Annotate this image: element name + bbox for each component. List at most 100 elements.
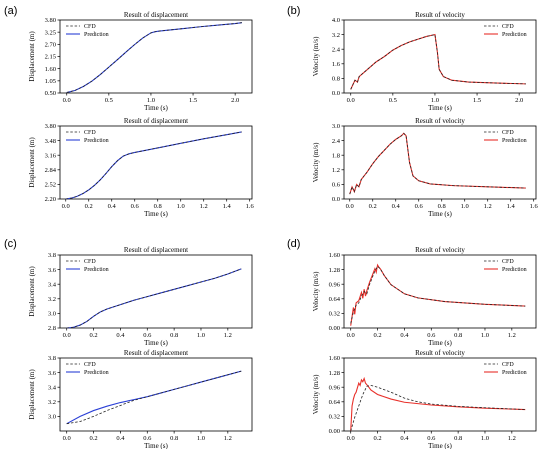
axes-frame xyxy=(343,254,537,329)
x-tick-label: 1.2 xyxy=(200,203,208,210)
x-tick-label: 1.2 xyxy=(224,332,232,339)
y-tick-label: 3.0 xyxy=(48,311,56,318)
y-axis-label: Velocity (m/s) xyxy=(312,36,320,77)
x-tick-label: 0.8 xyxy=(170,332,178,339)
x-tick-label: 1.5 xyxy=(189,97,197,104)
y-tick-label: 0.50 xyxy=(45,90,56,97)
x-tick-label: 1.0 xyxy=(147,97,155,104)
legend-label: Prediction xyxy=(84,267,109,273)
x-tick-label: 0.8 xyxy=(170,435,178,442)
legend-label: Prediction xyxy=(502,370,527,376)
legend-label: CFD xyxy=(502,259,514,265)
x-tick-label: 1.0 xyxy=(177,203,185,210)
series-line-cfd xyxy=(349,132,526,195)
axes-frame xyxy=(343,19,537,94)
legend: CFD Prediction xyxy=(66,362,109,376)
legend-label: Prediction xyxy=(502,267,527,273)
x-tick-label: 2.0 xyxy=(231,97,239,104)
x-tick-label: 0.0 xyxy=(346,203,354,210)
x-tick-label: 0.0 xyxy=(63,97,71,104)
series-line-cfd xyxy=(66,370,242,425)
y-tick-label: 2.4 xyxy=(332,46,341,53)
y-tick-label: 2.84 xyxy=(45,167,57,174)
series-line-cfd xyxy=(66,268,242,329)
x-tick-label: 0.5 xyxy=(105,97,113,104)
x-tick-label: 1.0 xyxy=(197,435,205,442)
x-tick-label: 1.2 xyxy=(508,435,516,442)
y-tick-label: 0.32 xyxy=(329,311,340,318)
legend-label: CFD xyxy=(84,24,96,30)
y-tick-label: 0.96 xyxy=(329,384,341,391)
y-axis-label: Velocity (m/s) xyxy=(312,271,320,312)
chart-title: Result of displacement xyxy=(124,11,188,19)
y-tick-label: 3.6 xyxy=(48,267,57,274)
y-tick-label: 1.60 xyxy=(45,66,56,73)
axes-frame xyxy=(59,125,253,200)
x-tick-label: 0.4 xyxy=(400,435,409,442)
y-tick-label: 0.00 xyxy=(329,325,340,332)
legend-label: Prediction xyxy=(84,138,109,144)
legend-label: CFD xyxy=(502,362,514,368)
legend-label: CFD xyxy=(502,130,514,136)
x-tick-label: 0.6 xyxy=(415,203,424,210)
x-tick-label: 0.8 xyxy=(154,203,162,210)
subplot: Result of velocity 0.0 0.5 1.0 1.5 2.0 0.0 0.8 1… xyxy=(312,11,537,112)
legend: CFD Prediction xyxy=(484,362,527,376)
x-tick-label: 1.2 xyxy=(508,332,516,339)
y-tick-label: 2.52 xyxy=(45,182,56,189)
panel-label-a: (a) xyxy=(4,5,17,17)
subplot: Result of velocity 0.0 0.2 0.4 0.6 0.8 1.0 1.2 1… xyxy=(312,117,539,218)
x-tick-label: 1.6 xyxy=(530,203,539,210)
legend-label: Prediction xyxy=(84,32,109,38)
panel-label-d: (d) xyxy=(287,238,300,250)
subplot: Result of displacement 0.0 0.2 0.4 0.6 0.8 1.0… xyxy=(28,349,253,449)
legend-label: CFD xyxy=(84,362,96,368)
x-tick-label: 1.2 xyxy=(224,435,232,442)
chart-title: Result of displacement xyxy=(124,246,188,254)
x-tick-label: 0.8 xyxy=(454,332,462,339)
y-tick-label: 0.0 xyxy=(332,90,340,97)
y-tick-label: 3.8 xyxy=(48,252,56,259)
x-axis-label: Time (s) xyxy=(144,210,168,218)
axes-frame xyxy=(343,125,537,200)
subplot: Result of displacement 0.0 0.2 0.4 0.6 0.8 1.0… xyxy=(28,246,253,347)
x-axis-label: Time (s) xyxy=(428,104,452,112)
legend: CFD Prediction xyxy=(484,259,527,273)
y-tick-label: 3.0 xyxy=(332,123,340,130)
chart-title: Result of displacement xyxy=(124,349,188,357)
x-tick-label: 0.6 xyxy=(427,435,436,442)
y-tick-label: 2.4 xyxy=(332,138,341,145)
x-axis-label: Time (s) xyxy=(428,210,452,218)
y-tick-label: 2.20 xyxy=(45,196,56,203)
legend-label: Prediction xyxy=(502,138,527,144)
x-tick-label: 0.4 xyxy=(400,332,409,339)
series-line-cfd xyxy=(350,34,526,90)
x-tick-label: 0.0 xyxy=(62,203,70,210)
x-tick-label: 0.2 xyxy=(374,332,382,339)
x-tick-label: 1.0 xyxy=(481,435,489,442)
y-axis-label: Displacement (m) xyxy=(28,137,36,188)
y-tick-label: 3.8 xyxy=(48,355,56,362)
x-tick-label: 1.0 xyxy=(481,332,489,339)
x-tick-label: 0.6 xyxy=(143,332,152,339)
legend-label: CFD xyxy=(502,24,514,30)
subplot: Result of displacement 0.0 0.5 1.0 1.5 2.0 0.5… xyxy=(28,11,253,112)
legend: CFD Prediction xyxy=(66,130,109,144)
x-tick-label: 0.2 xyxy=(90,435,98,442)
y-tick-label: 3.4 xyxy=(48,384,57,391)
x-tick-label: 0.8 xyxy=(454,435,462,442)
y-tick-label: 3.6 xyxy=(48,370,57,377)
x-axis-label: Time (s) xyxy=(144,442,168,449)
y-tick-label: 1.60 xyxy=(329,355,340,362)
y-tick-label: 3.4 xyxy=(48,281,57,288)
y-tick-label: 0.0 xyxy=(332,196,340,203)
y-tick-label: 1.28 xyxy=(329,267,340,274)
y-tick-label: 2.70 xyxy=(45,42,56,49)
y-tick-label: 3.80 xyxy=(45,17,56,24)
x-tick-label: 0.6 xyxy=(143,435,152,442)
axes-frame xyxy=(343,357,537,432)
x-axis-label: Time (s) xyxy=(428,442,452,449)
y-tick-label: 3.2 xyxy=(48,296,56,303)
chart-title: Result of velocity xyxy=(415,117,465,125)
